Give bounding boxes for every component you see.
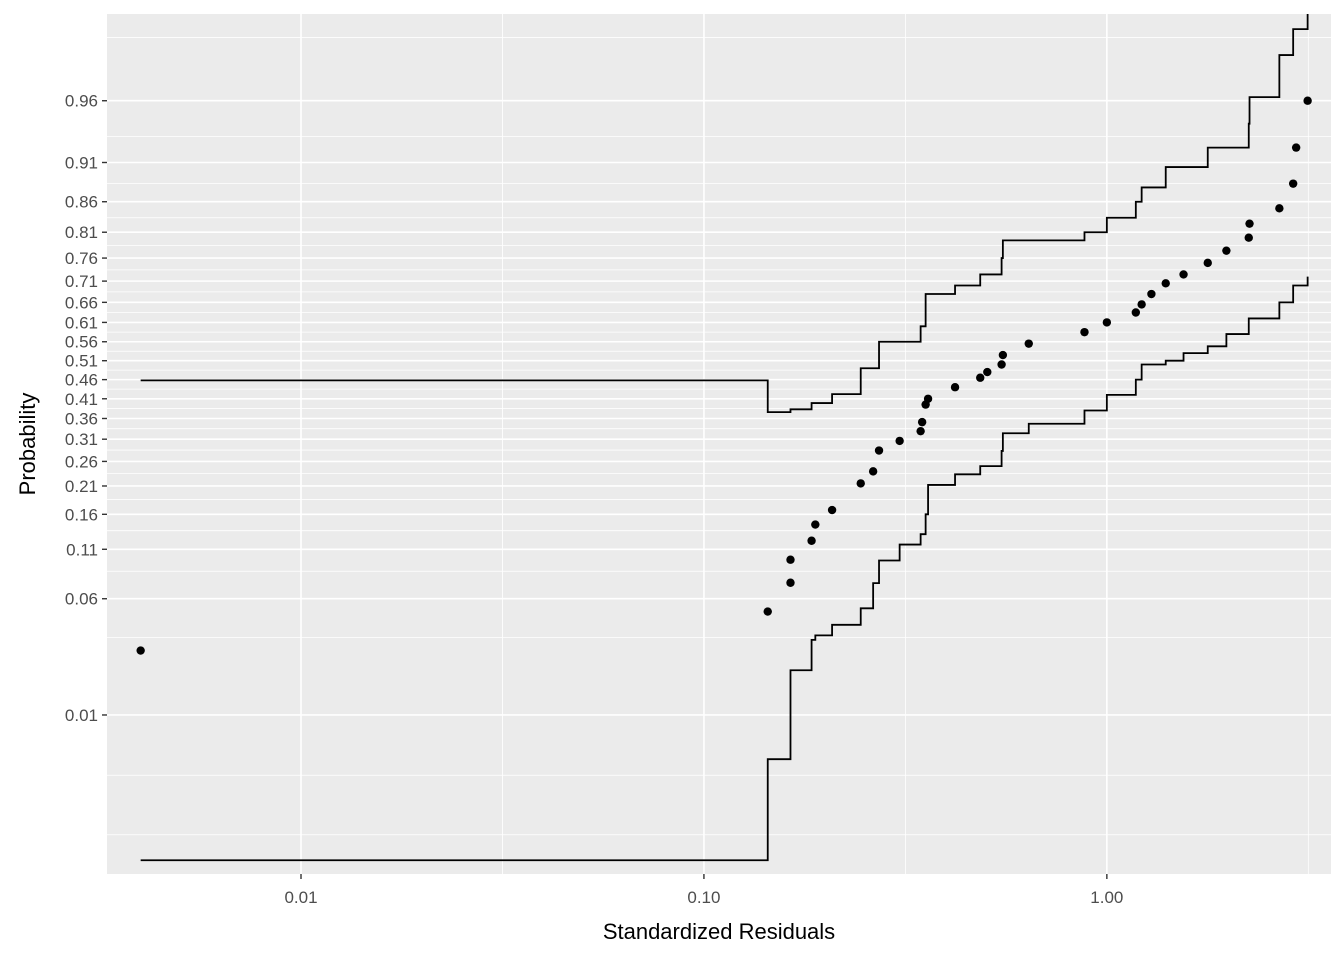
data-point [856, 479, 865, 488]
y-tick-label: 0.41 [65, 390, 98, 409]
data-point [786, 578, 795, 587]
data-point [874, 446, 884, 455]
data-point [1203, 258, 1212, 268]
data-point [1161, 279, 1170, 288]
data-point [763, 607, 772, 616]
y-tick-label: 0.26 [65, 452, 98, 471]
y-tick-label: 0.01 [65, 706, 98, 725]
data-point [786, 555, 795, 564]
y-tick-label: 0.61 [65, 313, 98, 332]
data-point [1080, 327, 1089, 337]
y-tick-label: 0.21 [65, 477, 98, 496]
data-point [868, 467, 878, 476]
data-point [950, 383, 960, 392]
lower-confidence-band [140, 276, 1309, 862]
x-axis-title: Standardized Residuals [603, 919, 835, 944]
confidence-bands [140, 14, 1309, 862]
y-tick-label: 0.76 [65, 249, 98, 268]
data-point [807, 536, 816, 545]
y-tick-label: 0.86 [65, 193, 98, 212]
data-point [1291, 143, 1301, 152]
data-point [997, 360, 1006, 369]
y-tick-label: 0.31 [65, 430, 98, 449]
y-axis-title: Probability [15, 393, 40, 496]
major-gridlines [107, 14, 1331, 874]
y-tick-label: 0.16 [65, 505, 98, 524]
y-axis: 0.01 0.06 0.11 0.16 0.21 0.26 0.31 0.360.410.46… [65, 92, 107, 725]
data-point [923, 394, 933, 403]
upper-confidence-band [140, 14, 1309, 413]
data-point [916, 426, 925, 436]
y-tick-label: 0.81 [65, 223, 98, 242]
x-tick-label: 0.10 [687, 888, 720, 907]
y-tick-label: 0.06 [65, 590, 98, 609]
data-point [1245, 219, 1254, 228]
data-point [1147, 289, 1156, 299]
data-point [1131, 308, 1141, 317]
data-point [998, 350, 1008, 360]
x-tick-label: 1.00 [1090, 888, 1123, 907]
y-tick-label: 0.96 [65, 92, 98, 111]
data-point [1179, 270, 1188, 279]
data-point [1244, 233, 1253, 242]
data-point [1222, 246, 1231, 255]
data-point [1303, 96, 1312, 105]
y-tick-label: 0.51 [65, 352, 98, 371]
data-point [895, 436, 904, 446]
x-tick-label: 0.01 [284, 888, 317, 907]
y-tick-label: 0.71 [65, 272, 98, 291]
y-tick-label: 0.56 [65, 333, 98, 352]
data-point [811, 520, 820, 529]
y-tick-label: 0.66 [65, 293, 98, 312]
data-point [983, 367, 992, 377]
data-point [976, 373, 985, 382]
plot-panel [107, 14, 1331, 874]
data-point [1288, 179, 1298, 188]
data-point [827, 505, 837, 515]
data-point [1275, 204, 1284, 213]
y-tick-label: 0.46 [65, 371, 98, 390]
data-point [136, 646, 145, 655]
data-point [1024, 339, 1033, 348]
x-axis: 0.01 0.10 1.00 [284, 874, 1123, 907]
y-tick-label: 0.11 [66, 540, 98, 559]
data-point [917, 417, 927, 427]
data-point [1137, 300, 1146, 309]
data-point [1102, 318, 1112, 327]
data-points [136, 96, 1312, 655]
y-tick-label: 0.36 [65, 409, 98, 428]
y-tick-label: 0.91 [65, 153, 98, 172]
